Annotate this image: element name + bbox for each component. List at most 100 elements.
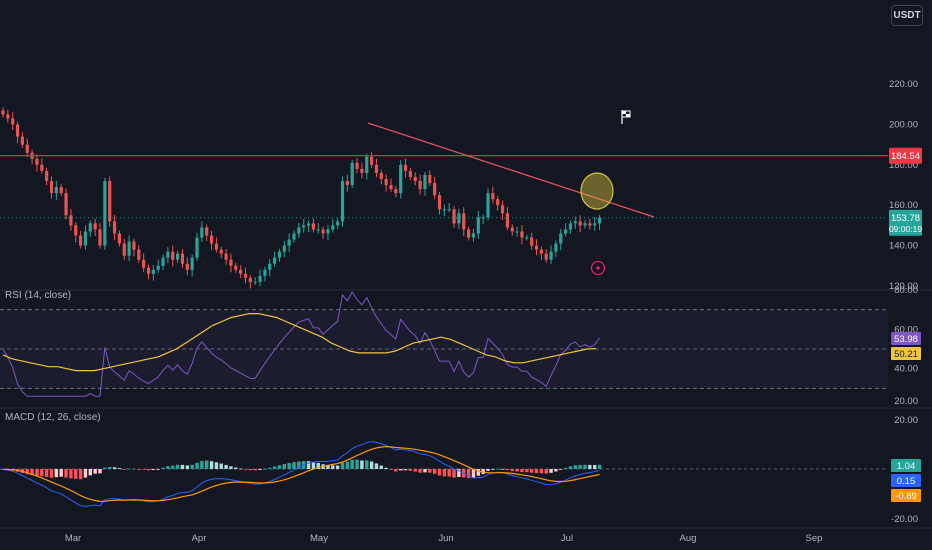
candle-body bbox=[588, 223, 592, 226]
candle-body bbox=[559, 233, 563, 244]
candle-body bbox=[340, 181, 345, 222]
macd-histogram-bar bbox=[335, 465, 340, 469]
candles bbox=[1, 107, 602, 289]
candle-body bbox=[282, 245, 286, 252]
rsi-value-badge-text: 53.98 bbox=[894, 334, 918, 345]
candle-body bbox=[326, 229, 330, 234]
macd-histogram-bar bbox=[442, 469, 447, 477]
macd-histogram-bar bbox=[292, 462, 296, 469]
rsi-pane-title[interactable]: RSI (14, close) bbox=[5, 290, 72, 301]
macd-histogram-bar bbox=[476, 469, 480, 476]
candle-body bbox=[593, 223, 597, 226]
macd-histogram-bar bbox=[408, 469, 413, 471]
candle-body bbox=[302, 225, 306, 228]
countdown-text: 09:00:19 bbox=[889, 224, 922, 234]
macd-histogram-bar bbox=[432, 469, 437, 474]
macd-histogram-bar bbox=[331, 465, 335, 469]
flag-check bbox=[622, 111, 630, 117]
candle-body bbox=[117, 233, 121, 244]
macd-histogram-bar bbox=[151, 469, 156, 470]
candle-body bbox=[151, 269, 155, 274]
candle-body bbox=[316, 229, 320, 231]
macd-histogram-bar bbox=[224, 464, 228, 469]
macd-histogram-bar bbox=[534, 469, 539, 474]
macd-histogram-bar bbox=[209, 461, 214, 469]
candle-body bbox=[360, 168, 364, 173]
time-axis-tick: Jun bbox=[438, 533, 453, 544]
candle-body bbox=[268, 263, 272, 270]
macd-histogram-bar bbox=[389, 469, 393, 470]
candle-body bbox=[185, 263, 189, 270]
macd-histogram-bar bbox=[374, 463, 379, 469]
candle-body bbox=[11, 118, 15, 125]
macd-histogram-bar bbox=[554, 469, 558, 472]
time-axis-tick: Apr bbox=[192, 533, 207, 544]
candle-body bbox=[539, 249, 543, 254]
time-axis-tick: Jul bbox=[561, 533, 573, 544]
candle-body bbox=[171, 251, 175, 260]
lightning-icon bbox=[590, 260, 606, 276]
candle-body bbox=[214, 243, 218, 250]
macd-histogram-bar bbox=[486, 469, 490, 471]
candle-body bbox=[1, 110, 5, 115]
time-axis-tick: Aug bbox=[680, 533, 697, 544]
rsi-value-badge bbox=[891, 332, 921, 345]
candle-body bbox=[287, 239, 291, 246]
candle-body bbox=[428, 174, 432, 184]
macd-histogram-bar bbox=[54, 469, 59, 478]
macd-histogram-bar bbox=[500, 468, 505, 470]
macd-histogram-bar bbox=[234, 467, 238, 469]
price-axis-tick: 160.00 bbox=[889, 200, 918, 211]
macd-histogram-bar bbox=[243, 469, 248, 470]
candle-body bbox=[597, 217, 602, 224]
macd-histogram-bar bbox=[496, 468, 500, 470]
macd-histogram-bar bbox=[306, 461, 311, 469]
macd-histogram-badge-text: 1.04 bbox=[897, 461, 916, 472]
macd-histogram-bar bbox=[49, 469, 54, 478]
macd-histogram-bar bbox=[437, 469, 442, 476]
macd-histogram-bar bbox=[200, 460, 204, 469]
macd-histogram-bar bbox=[190, 464, 194, 469]
candle-body bbox=[176, 253, 180, 260]
candle-body bbox=[200, 227, 204, 238]
rsi-ma-value-badge-text: 50.21 bbox=[894, 349, 918, 360]
macd-histogram-bar bbox=[340, 462, 345, 469]
macd-histogram-bar bbox=[355, 459, 359, 469]
macd-histogram-bar bbox=[69, 469, 73, 479]
candle-body bbox=[462, 213, 466, 230]
macd-histogram-bar bbox=[88, 469, 92, 476]
macd-histogram-bar bbox=[447, 469, 451, 477]
macd-histogram-bar bbox=[568, 466, 573, 469]
candle-body bbox=[292, 233, 296, 240]
price-axis-tick: 120.00 bbox=[889, 281, 918, 292]
candle-body bbox=[467, 229, 471, 238]
macd-histogram-bar bbox=[282, 464, 286, 469]
rsi-axis-tick: 80.00 bbox=[894, 285, 918, 296]
macd-histogram-bar bbox=[529, 469, 534, 473]
currency-selector[interactable]: USDT bbox=[891, 5, 923, 26]
rsi-line bbox=[2, 291, 600, 397]
macd-histogram-bar bbox=[287, 463, 291, 469]
candle-body bbox=[568, 223, 573, 230]
macd-histogram-bar bbox=[399, 469, 403, 471]
candle-body bbox=[59, 187, 63, 194]
candle-body bbox=[239, 269, 243, 274]
candle-body bbox=[224, 253, 228, 260]
macd-pane-title[interactable]: MACD (12, 26, close) bbox=[5, 412, 101, 423]
candle-body bbox=[190, 257, 194, 270]
candle-body bbox=[253, 281, 257, 283]
macd-histogram-bar bbox=[103, 467, 107, 469]
rsi-ma-value-badge bbox=[891, 347, 921, 360]
macd-histogram-bar bbox=[98, 469, 102, 474]
candle-body bbox=[457, 213, 461, 224]
candle-body bbox=[515, 231, 519, 233]
candle-body bbox=[88, 223, 92, 232]
candle-body bbox=[45, 170, 49, 182]
candle-body bbox=[394, 189, 398, 194]
candle-body bbox=[578, 221, 582, 226]
macd-histogram-bar bbox=[59, 469, 63, 477]
macd-histogram-bar bbox=[544, 469, 548, 474]
rsi-axis-tick: 40.00 bbox=[894, 364, 918, 375]
macd-histogram-bar bbox=[219, 463, 223, 469]
